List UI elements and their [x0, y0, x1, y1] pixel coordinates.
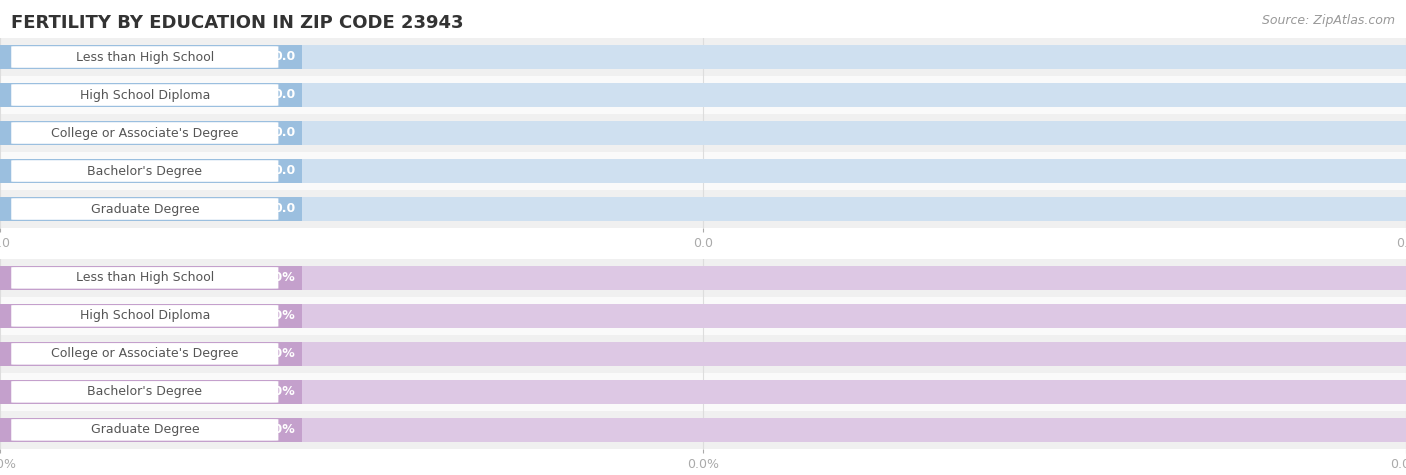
Bar — [0, 121, 1406, 145]
Text: 0.0%: 0.0% — [260, 423, 295, 437]
Bar — [0, 38, 1406, 76]
Bar — [0, 342, 302, 366]
Bar — [0, 259, 1406, 297]
Bar — [0, 121, 302, 145]
FancyBboxPatch shape — [11, 84, 278, 106]
Bar — [0, 297, 1406, 335]
Bar — [0, 418, 302, 442]
Text: College or Associate's Degree: College or Associate's Degree — [51, 347, 239, 361]
Bar — [0, 266, 302, 290]
FancyBboxPatch shape — [11, 267, 278, 289]
Text: College or Associate's Degree: College or Associate's Degree — [51, 126, 239, 140]
FancyBboxPatch shape — [11, 305, 278, 327]
Bar — [0, 418, 1406, 442]
Text: Bachelor's Degree: Bachelor's Degree — [87, 164, 202, 178]
Bar — [0, 45, 1406, 69]
Text: 0.0: 0.0 — [273, 202, 295, 216]
FancyBboxPatch shape — [11, 381, 278, 403]
FancyBboxPatch shape — [11, 198, 278, 220]
Bar — [0, 76, 1406, 114]
FancyBboxPatch shape — [11, 160, 278, 182]
Text: Less than High School: Less than High School — [76, 271, 214, 285]
Text: 0.0%: 0.0% — [260, 309, 295, 323]
Bar — [0, 83, 1406, 107]
FancyBboxPatch shape — [11, 122, 278, 144]
Bar — [0, 373, 1406, 411]
Text: Less than High School: Less than High School — [76, 50, 214, 64]
Text: Graduate Degree: Graduate Degree — [90, 423, 200, 437]
Bar — [0, 342, 1406, 366]
Text: 0.0%: 0.0% — [260, 347, 295, 361]
Bar — [0, 335, 1406, 373]
Text: 0.0: 0.0 — [273, 164, 295, 178]
Text: 0.0: 0.0 — [273, 126, 295, 140]
Text: 0.0: 0.0 — [273, 50, 295, 64]
Bar — [0, 304, 302, 328]
Text: Bachelor's Degree: Bachelor's Degree — [87, 385, 202, 399]
Bar — [0, 380, 1406, 404]
Bar — [0, 411, 1406, 449]
Bar — [0, 114, 1406, 152]
Text: FERTILITY BY EDUCATION IN ZIP CODE 23943: FERTILITY BY EDUCATION IN ZIP CODE 23943 — [11, 14, 464, 32]
Text: 0.0: 0.0 — [273, 88, 295, 102]
Bar — [0, 45, 302, 69]
Bar — [0, 197, 1406, 221]
Bar — [0, 190, 1406, 228]
Text: Graduate Degree: Graduate Degree — [90, 202, 200, 216]
Text: Source: ZipAtlas.com: Source: ZipAtlas.com — [1261, 14, 1395, 27]
FancyBboxPatch shape — [11, 343, 278, 365]
Bar — [0, 159, 1406, 183]
Bar — [0, 197, 302, 221]
Bar — [0, 83, 302, 107]
FancyBboxPatch shape — [11, 46, 278, 68]
Bar — [0, 266, 1406, 290]
Bar — [0, 152, 1406, 190]
Text: 0.0%: 0.0% — [260, 385, 295, 399]
Bar — [0, 380, 302, 404]
Bar — [0, 159, 302, 183]
Bar — [0, 304, 1406, 328]
Text: High School Diploma: High School Diploma — [80, 88, 209, 102]
Text: High School Diploma: High School Diploma — [80, 309, 209, 323]
Text: 0.0%: 0.0% — [260, 271, 295, 285]
FancyBboxPatch shape — [11, 419, 278, 441]
